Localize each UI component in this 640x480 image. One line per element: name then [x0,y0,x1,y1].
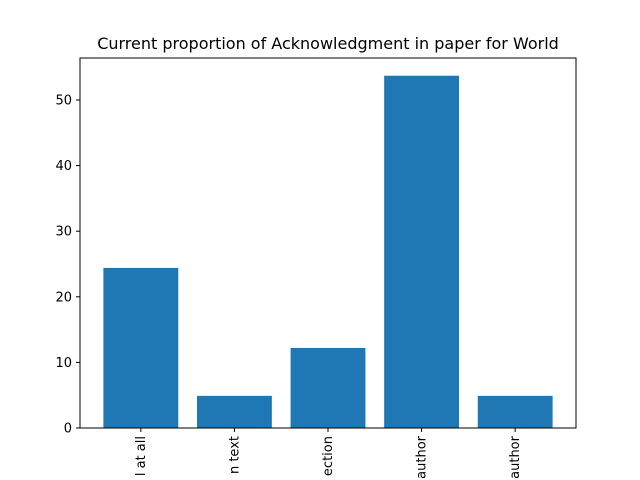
bar-3 [384,75,460,429]
x-tick-label-1: n text [227,436,242,474]
y-tick-label-0: 0 [64,422,72,437]
bar-2 [290,347,366,428]
bar-4 [477,395,553,428]
y-tick-label-2: 20 [55,290,72,305]
plot-frame [79,57,577,429]
bar-1 [196,395,272,428]
y-tick-label-5: 50 [55,93,72,108]
y-tick-label-3: 30 [55,225,72,240]
bar-0 [103,267,179,428]
x-axis: l at all n text ection author author [134,428,523,479]
y-tick-label-4: 40 [55,159,72,174]
y-tick-label-1: 10 [55,356,72,371]
x-tick-label-4: author [508,435,523,478]
x-tick-label-2: ection [321,436,336,476]
bars-layer [103,75,553,429]
y-axis: 0 10 20 30 40 50 [55,93,80,437]
chart-title: Current proportion of Acknowledgment in … [97,34,559,53]
x-tick-label-3: author [415,435,430,478]
x-tick-label-0: l at all [134,436,149,476]
